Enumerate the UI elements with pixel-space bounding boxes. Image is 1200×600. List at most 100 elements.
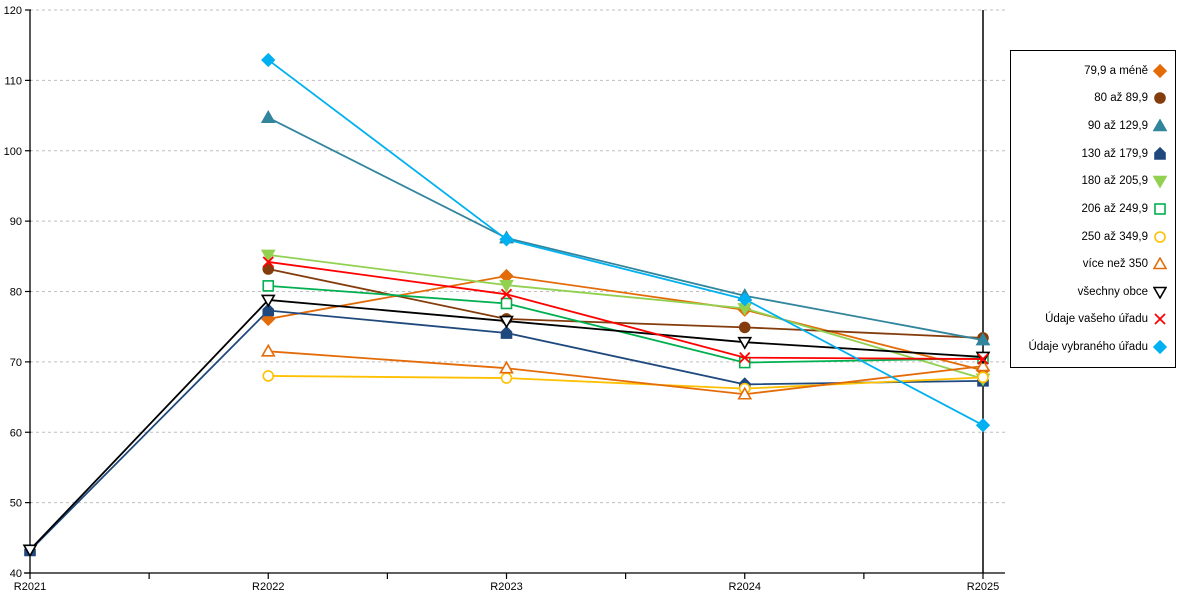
diamond-marker-icon (975, 418, 991, 433)
series-6 (262, 280, 989, 369)
legend-label: 180 až 205,9 (1081, 175, 1148, 188)
triangle-up-marker-icon (499, 360, 514, 374)
legend-marker (1154, 92, 1166, 105)
circle-marker-icon (977, 371, 989, 384)
triangle-down-marker-icon (499, 315, 514, 329)
legend-item-7: 250 až 349,9 (1081, 230, 1167, 244)
legend-label: 130 až 179,9 (1081, 147, 1148, 160)
square-marker-icon (500, 297, 513, 310)
x-tick-label: R2023 (490, 581, 522, 593)
legend-marker (1153, 286, 1167, 299)
series-line (29, 309, 984, 552)
legend-label: 206 až 249,9 (1081, 202, 1148, 215)
legend-label: 90 až 129,9 (1087, 120, 1148, 133)
legend-item-9: všechny obce (1078, 285, 1167, 299)
y-tick-label: 100 (4, 146, 22, 158)
legend-item-8: více než 350 (1083, 257, 1167, 271)
series-10 (262, 256, 989, 365)
series-line (268, 268, 984, 339)
y-tick-label: 80 (10, 287, 22, 299)
legend-item-4: 130 až 179,9 (1081, 146, 1167, 161)
series-line (267, 116, 984, 341)
triangle-down-marker-icon (260, 249, 276, 263)
triangle-up-marker-icon (975, 358, 991, 372)
legend-label: 250 až 349,9 (1081, 230, 1148, 243)
x-tick-label: R2024 (729, 581, 761, 593)
triangle-down-marker-icon (499, 279, 514, 293)
series-line (268, 375, 984, 390)
legend-label: více než 350 (1082, 258, 1148, 271)
x-tick-label: R2025 (967, 581, 999, 593)
pentagon-marker-icon (500, 325, 513, 339)
circle-marker-icon (262, 263, 275, 275)
legend-marker (1153, 63, 1167, 78)
triangle-down-marker-icon (737, 336, 753, 350)
x-marker-icon (1154, 313, 1166, 326)
diamond-marker-icon (737, 292, 752, 307)
series-line (268, 261, 984, 360)
triangle-up-marker-icon (260, 110, 276, 123)
legend-marker (1153, 340, 1167, 355)
x-marker-icon (739, 352, 751, 364)
y-tick-label: 110 (4, 75, 22, 87)
circle-marker-icon (1154, 92, 1166, 105)
triangle-down-marker-icon (1153, 176, 1167, 189)
y-tick-label: 40 (10, 568, 22, 580)
triangle-down-marker-icon (22, 544, 38, 558)
circle-marker-icon (738, 321, 751, 334)
legend-marker (1153, 119, 1167, 132)
legend-item-5: 180 až 205,9 (1081, 174, 1167, 189)
legend-item-3: 90 až 129,9 (1088, 119, 1167, 133)
circle-marker-icon (500, 372, 513, 384)
legend-marker (1153, 176, 1167, 189)
legend-label: Údaje vybraného úřadu (1028, 341, 1148, 354)
legend-marker (1153, 257, 1167, 270)
series-7 (262, 370, 989, 395)
legend-item-1: 79,9 a méně (1084, 63, 1167, 78)
series-line (268, 254, 984, 380)
legend-label: všechny obce (1077, 285, 1148, 298)
series-line (268, 275, 984, 372)
x-marker-icon (500, 288, 513, 300)
square-marker-icon (262, 280, 275, 292)
y-tick-label: 60 (10, 427, 22, 439)
pentagon-marker-icon (1154, 146, 1166, 160)
legend-item-2: 80 až 89,9 (1094, 91, 1167, 105)
x-marker-icon (977, 353, 989, 365)
legend-marker (1154, 203, 1166, 215)
series-line (268, 284, 984, 364)
diamond-marker-icon (1153, 63, 1167, 78)
triangle-down-marker-icon (1153, 286, 1167, 299)
square-marker-icon (1154, 203, 1166, 215)
legend-marker (1154, 230, 1166, 243)
legend-item-10: Údaje vašeho úřadu (1045, 312, 1167, 326)
diamond-marker-icon (261, 52, 276, 68)
series-line (267, 59, 984, 427)
series-4 (24, 303, 989, 557)
pentagon-marker-icon (262, 303, 275, 317)
circle-marker-icon (1154, 230, 1166, 243)
x-tick-label: R2022 (252, 581, 284, 593)
y-tick-label: 120 (4, 5, 22, 17)
y-tick-label: 50 (10, 498, 22, 510)
circle-marker-icon (262, 370, 275, 382)
legend-marker (1154, 146, 1166, 160)
diamond-marker-icon (1153, 340, 1167, 355)
triangle-up-marker-icon (1153, 119, 1167, 132)
square-marker-icon (738, 356, 751, 369)
series-5 (260, 249, 991, 387)
legend-label: 79,9 a méně (1084, 64, 1148, 77)
legend-item-6: 206 až 249,9 (1081, 202, 1167, 216)
triangle-up-marker-icon (260, 343, 276, 357)
series-line (268, 350, 984, 396)
series-11 (261, 52, 991, 433)
legend-item-11: Údaje vybraného úřadu (1028, 340, 1167, 355)
legend-label: 80 až 89,9 (1094, 92, 1148, 105)
diamond-marker-icon (499, 232, 514, 247)
x-marker-icon (262, 256, 274, 268)
legend-label: Údaje vašeho úřadu (1045, 313, 1148, 326)
y-tick-label: 70 (10, 357, 22, 369)
triangle-up-marker-icon (975, 332, 991, 346)
triangle-up-marker-icon (1153, 257, 1167, 270)
